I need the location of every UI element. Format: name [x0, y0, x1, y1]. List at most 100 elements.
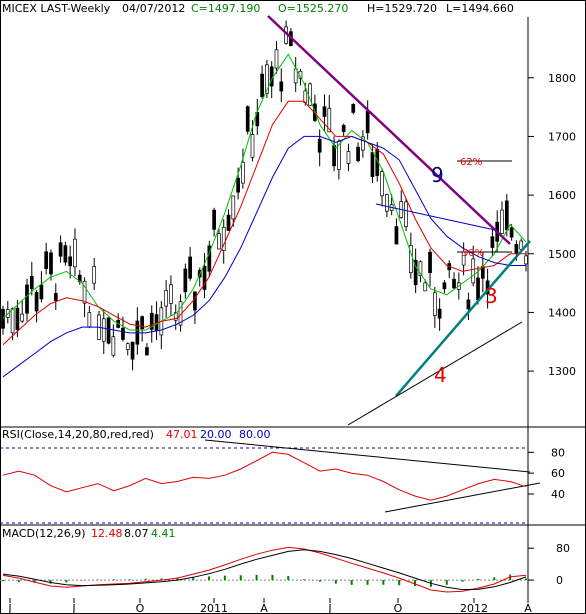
rsi-resistance-line [204, 439, 531, 473]
time-tick-label: J [71, 602, 75, 614]
candle-body [164, 290, 168, 307]
candle-body [49, 252, 53, 275]
moving-average-line [2, 100, 526, 346]
macd-title: MACD(12,26,9) [2, 527, 86, 540]
candle-body [149, 312, 154, 330]
rsi-tick-label: 80 [551, 446, 565, 459]
macd-lines [0, 546, 528, 593]
candle-body [346, 151, 351, 164]
time-tick-label: O [136, 602, 145, 614]
fib-50-label: 50% [462, 248, 484, 259]
candle-body [101, 318, 106, 342]
price-tick-label: 1700 [548, 130, 576, 143]
candle-body [500, 209, 504, 234]
support-line [347, 321, 523, 426]
candle-body [140, 316, 144, 330]
candle-body [1, 308, 5, 329]
candle-body [423, 282, 428, 292]
time-tick-label: J [7, 602, 11, 614]
candle-body [356, 146, 360, 162]
candle-body [188, 256, 192, 279]
price-tick-label: 1400 [548, 306, 576, 319]
candle-body [169, 284, 173, 304]
time-tick-label: A [260, 602, 268, 614]
candle-body [10, 308, 15, 334]
candle-body [408, 245, 413, 273]
candle-body [106, 317, 111, 344]
price-tick-label: 1600 [548, 189, 576, 202]
rsi-line [2, 451, 527, 501]
downtrend-line [267, 15, 511, 245]
macd-signal-value: 8.07 [124, 527, 149, 540]
candle-body [29, 275, 34, 290]
rsi-upper-level: 80.00 [239, 428, 271, 441]
candle-body [265, 64, 269, 94]
wave-9-label: 9 [431, 163, 444, 187]
uptrend-line [395, 240, 531, 397]
candle-body [327, 108, 332, 133]
candle-body [145, 347, 149, 356]
moving-averages [2, 53, 527, 378]
candle-body [87, 312, 92, 328]
channel-line [375, 203, 496, 231]
candle-body [332, 145, 336, 167]
candle-body [245, 106, 250, 132]
candle-body [202, 265, 207, 290]
wave-4-label: 4 [434, 363, 447, 387]
candle-body [121, 327, 125, 340]
wave-3-label: 3 [485, 284, 498, 308]
macd-axis: 80 0 [528, 542, 570, 587]
candle-body [221, 226, 226, 251]
time-tick-label: 2012 [460, 602, 488, 614]
rsi-series-line [2, 451, 527, 501]
candle-body [476, 277, 480, 301]
candle-body [212, 209, 216, 230]
chart-symbol-label: MICEX LAST-Weekly [2, 2, 111, 15]
price-tick-label: 1800 [548, 72, 576, 85]
moving-average-line [2, 53, 527, 331]
candle-body [442, 282, 447, 290]
candle-body [351, 104, 356, 113]
macd-series-line [2, 549, 527, 591]
candle-body [130, 341, 135, 360]
candle-body [53, 293, 58, 301]
candle-body [44, 251, 49, 269]
candle-body [466, 299, 471, 310]
candle-body [39, 284, 44, 300]
rsi-title: RSI(Close,14,20,80,red,red) [2, 428, 154, 441]
price-tick-label: 1500 [548, 248, 576, 261]
candle-body [394, 226, 399, 245]
candle-body [504, 200, 509, 231]
candle-body [73, 238, 77, 268]
candle-body [404, 201, 408, 227]
candle-body [34, 291, 39, 312]
candle-body [250, 134, 255, 158]
candle-body [413, 259, 418, 286]
rsi-value: 47.01 [166, 428, 198, 441]
candle-body [471, 258, 476, 284]
candle-body [68, 256, 73, 267]
candle-body [322, 106, 327, 117]
candle-body [432, 292, 437, 316]
candle-body [437, 308, 442, 319]
candle-body [260, 73, 264, 97]
time-tick-label: O [394, 602, 403, 614]
macd-value: 12.48 [91, 527, 123, 540]
fib-62-label: 62% [460, 157, 482, 168]
moving-average-line [2, 135, 526, 378]
candle-body [111, 336, 116, 356]
low-value: L=1494.660 [446, 2, 514, 15]
candle-body [231, 195, 236, 220]
candle-body [514, 243, 519, 255]
candle-body [385, 194, 389, 212]
time-tick-label: 2011 [200, 602, 228, 614]
candle-body [58, 242, 63, 257]
open-value: O=1525.270 [278, 2, 348, 15]
candle-body [226, 214, 231, 231]
candle-body [241, 162, 245, 184]
close-value: C=1497.190 [191, 2, 260, 15]
candle-body [279, 81, 284, 92]
